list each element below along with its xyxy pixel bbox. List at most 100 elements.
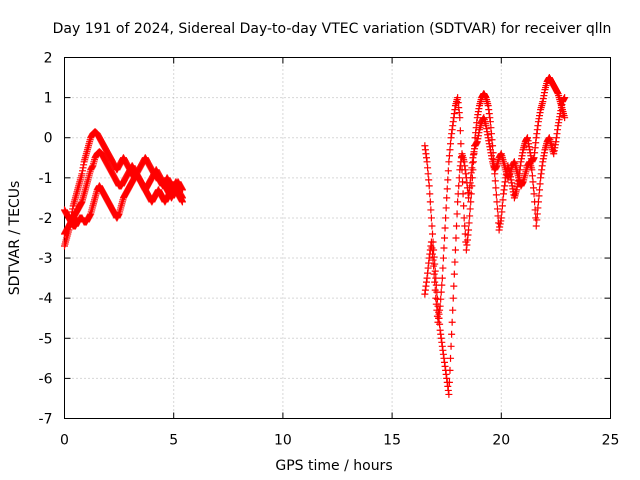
data-point xyxy=(441,234,449,242)
data-point xyxy=(445,378,453,386)
data-point xyxy=(460,214,468,222)
data-point xyxy=(432,274,440,282)
data-point xyxy=(435,314,443,322)
data-point xyxy=(436,320,444,328)
data-point xyxy=(430,270,438,278)
grid xyxy=(64,57,611,419)
y-tick-label: -4 xyxy=(39,291,53,307)
data-point xyxy=(466,212,474,220)
series-seg-d xyxy=(421,74,569,326)
data-point xyxy=(447,140,455,148)
y-tick-label: -5 xyxy=(39,331,53,347)
data-point xyxy=(442,204,450,212)
data-point xyxy=(457,140,465,148)
data-point xyxy=(439,254,447,262)
data-point xyxy=(450,270,458,278)
data-point xyxy=(450,282,458,290)
data-point xyxy=(492,191,500,199)
data-point xyxy=(533,216,541,224)
data-point xyxy=(528,172,536,180)
data-point xyxy=(426,190,434,198)
data-point xyxy=(430,246,438,254)
data-point xyxy=(449,306,457,314)
y-tick-label: 0 xyxy=(44,131,53,147)
data-point xyxy=(533,210,541,218)
data-point xyxy=(438,274,446,282)
data-point xyxy=(439,264,447,272)
x-tick-label: 20 xyxy=(492,433,510,449)
data-point xyxy=(427,214,435,222)
data-points xyxy=(61,74,569,398)
y-tick-label: -6 xyxy=(39,371,53,387)
data-point xyxy=(446,146,454,154)
data-point xyxy=(445,390,453,398)
data-point xyxy=(449,294,457,302)
data-point xyxy=(530,184,538,192)
x-tick-label: 0 xyxy=(60,433,69,449)
data-point xyxy=(451,246,459,254)
data-point xyxy=(434,302,442,310)
y-tick-label: -1 xyxy=(39,171,53,187)
data-point xyxy=(424,164,432,172)
data-point xyxy=(433,295,441,303)
data-point xyxy=(429,256,437,264)
data-point xyxy=(442,214,450,222)
chart-title: Day 191 of 2024, Sidereal Day-to-day VTE… xyxy=(53,21,612,37)
axis-ticks: 0 5 10 15 20 25 -7 -6 -5 -4 -3 -2 -1 0 1 2 xyxy=(39,51,620,449)
data-point xyxy=(497,214,505,222)
data-point xyxy=(536,186,544,194)
data-point xyxy=(532,222,540,230)
data-point xyxy=(465,219,473,227)
data-point xyxy=(454,198,462,206)
data-point xyxy=(487,130,495,138)
data-point xyxy=(435,308,443,316)
data-point xyxy=(446,366,454,374)
x-tick-label: 10 xyxy=(274,433,292,449)
series-seg-c xyxy=(61,170,186,230)
data-point xyxy=(498,208,506,216)
data-point xyxy=(536,180,544,188)
data-point xyxy=(499,196,507,204)
data-point xyxy=(493,198,501,206)
x-tick-label: 5 xyxy=(169,433,178,449)
data-point xyxy=(452,234,460,242)
data-point xyxy=(448,318,456,326)
data-point xyxy=(561,94,569,102)
data-point xyxy=(431,267,439,275)
data-point xyxy=(493,205,501,213)
data-point xyxy=(535,192,543,200)
data-point xyxy=(459,178,467,186)
data-point xyxy=(454,190,462,198)
x-tick-label: 15 xyxy=(383,433,401,449)
y-tick-label: -3 xyxy=(39,251,53,267)
data-point xyxy=(425,176,433,184)
data-point xyxy=(561,114,569,122)
data-point xyxy=(491,177,499,185)
data-point xyxy=(534,204,542,212)
y-tick-label: -7 xyxy=(39,412,53,428)
data-point xyxy=(429,238,437,246)
data-point xyxy=(487,124,495,132)
data-point xyxy=(424,170,432,178)
data-point xyxy=(428,222,436,230)
data-point xyxy=(466,205,474,213)
data-point xyxy=(448,330,456,338)
data-point xyxy=(178,194,186,202)
data-point xyxy=(443,185,451,193)
data-point xyxy=(498,202,506,210)
data-point xyxy=(426,198,434,206)
y-axis-label: SDTVAR / TECUs xyxy=(7,181,23,296)
data-point xyxy=(492,184,500,192)
data-point xyxy=(534,198,542,206)
data-point xyxy=(433,288,441,296)
data-point xyxy=(530,190,538,198)
data-point xyxy=(529,178,537,186)
x-tick-label: 25 xyxy=(602,433,620,449)
data-point xyxy=(455,174,463,182)
data-point xyxy=(431,260,439,268)
data-point xyxy=(461,222,469,230)
series-seg-e xyxy=(421,94,569,398)
data-point xyxy=(432,281,440,289)
data-point xyxy=(453,222,461,230)
data-point xyxy=(445,152,453,160)
